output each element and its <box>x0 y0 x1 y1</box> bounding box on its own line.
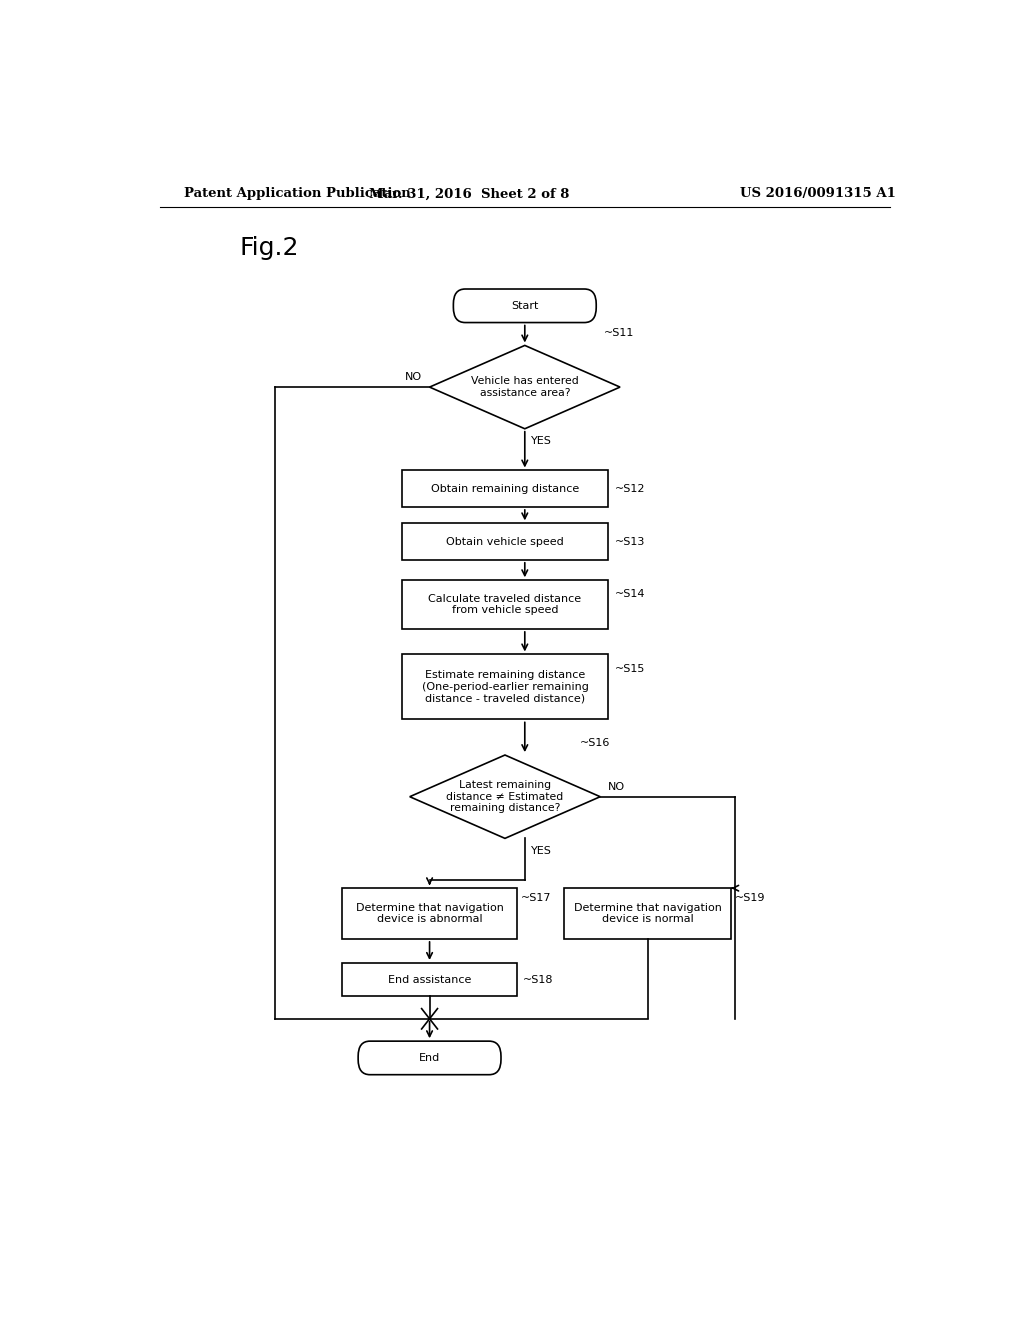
Polygon shape <box>430 346 620 429</box>
Text: End: End <box>419 1053 440 1063</box>
Bar <box>342 962 517 997</box>
Text: NO: NO <box>404 372 422 381</box>
Text: ~S11: ~S11 <box>604 329 635 338</box>
Text: Estimate remaining distance
(One-period-earlier remaining
distance - traveled di: Estimate remaining distance (One-period-… <box>422 671 589 704</box>
Text: Start: Start <box>511 301 539 310</box>
Text: Calculate traveled distance
from vehicle speed: Calculate traveled distance from vehicle… <box>428 594 582 615</box>
Text: Fig.2: Fig.2 <box>240 236 299 260</box>
Bar <box>401 523 608 560</box>
Text: Obtain vehicle speed: Obtain vehicle speed <box>446 537 564 546</box>
Text: ~S14: ~S14 <box>614 590 645 599</box>
Text: Mar. 31, 2016  Sheet 2 of 8: Mar. 31, 2016 Sheet 2 of 8 <box>369 187 569 201</box>
Bar <box>401 470 608 507</box>
Bar <box>401 655 608 719</box>
Text: ~S12: ~S12 <box>614 483 645 494</box>
FancyBboxPatch shape <box>454 289 596 322</box>
Text: Vehicle has entered
assistance area?: Vehicle has entered assistance area? <box>471 376 579 397</box>
Text: ~S19: ~S19 <box>735 894 766 903</box>
Bar <box>401 581 608 630</box>
Text: Latest remaining
distance ≠ Estimated
remaining distance?: Latest remaining distance ≠ Estimated re… <box>446 780 563 813</box>
Text: Obtain remaining distance: Obtain remaining distance <box>431 483 580 494</box>
Bar <box>564 888 731 939</box>
Text: End assistance: End assistance <box>388 974 471 985</box>
Text: YES: YES <box>531 846 552 855</box>
Text: ~S15: ~S15 <box>614 664 645 673</box>
Text: ~S16: ~S16 <box>581 738 610 748</box>
Bar <box>342 888 517 939</box>
Text: ~S17: ~S17 <box>521 894 551 903</box>
Text: NO: NO <box>608 781 626 792</box>
Polygon shape <box>410 755 600 838</box>
Text: Patent Application Publication: Patent Application Publication <box>183 187 411 201</box>
FancyBboxPatch shape <box>358 1041 501 1074</box>
Text: ~S13: ~S13 <box>614 537 645 546</box>
Text: Determine that navigation
device is normal: Determine that navigation device is norm… <box>573 903 722 924</box>
Text: ~S18: ~S18 <box>523 974 554 985</box>
Text: YES: YES <box>531 436 552 446</box>
Text: Determine that navigation
device is abnormal: Determine that navigation device is abno… <box>355 903 504 924</box>
Text: US 2016/0091315 A1: US 2016/0091315 A1 <box>740 187 896 201</box>
